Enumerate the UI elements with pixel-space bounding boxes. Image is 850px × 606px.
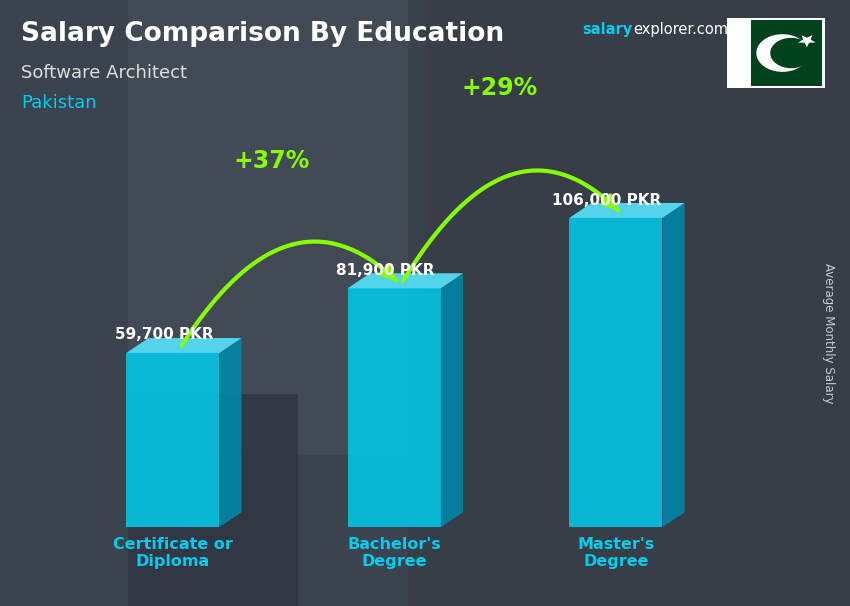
Polygon shape: [662, 203, 684, 527]
Text: 59,700 PKR: 59,700 PKR: [115, 327, 213, 342]
Text: salary: salary: [582, 22, 632, 38]
Text: Pakistan: Pakistan: [21, 94, 97, 112]
Text: +29%: +29%: [462, 76, 538, 100]
Text: Average Monthly Salary: Average Monthly Salary: [822, 263, 836, 404]
Polygon shape: [127, 338, 241, 353]
Polygon shape: [127, 353, 219, 527]
Circle shape: [771, 39, 812, 67]
Polygon shape: [757, 35, 808, 71]
Bar: [128, 394, 298, 606]
Text: explorer.com: explorer.com: [633, 22, 728, 38]
Text: 81,900 PKR: 81,900 PKR: [337, 263, 434, 278]
Polygon shape: [798, 35, 816, 47]
Bar: [751, 20, 822, 86]
Polygon shape: [570, 203, 684, 218]
Text: Software Architect: Software Architect: [21, 64, 187, 82]
Bar: [729, 20, 751, 86]
Text: +37%: +37%: [233, 149, 309, 173]
Text: Salary Comparison By Education: Salary Comparison By Education: [21, 21, 504, 47]
Polygon shape: [348, 288, 441, 527]
Bar: [128, 0, 425, 454]
Polygon shape: [219, 338, 241, 527]
Polygon shape: [441, 273, 463, 527]
Bar: [408, 0, 850, 606]
Text: 106,000 PKR: 106,000 PKR: [552, 193, 661, 208]
Polygon shape: [570, 218, 662, 527]
Polygon shape: [348, 273, 463, 288]
